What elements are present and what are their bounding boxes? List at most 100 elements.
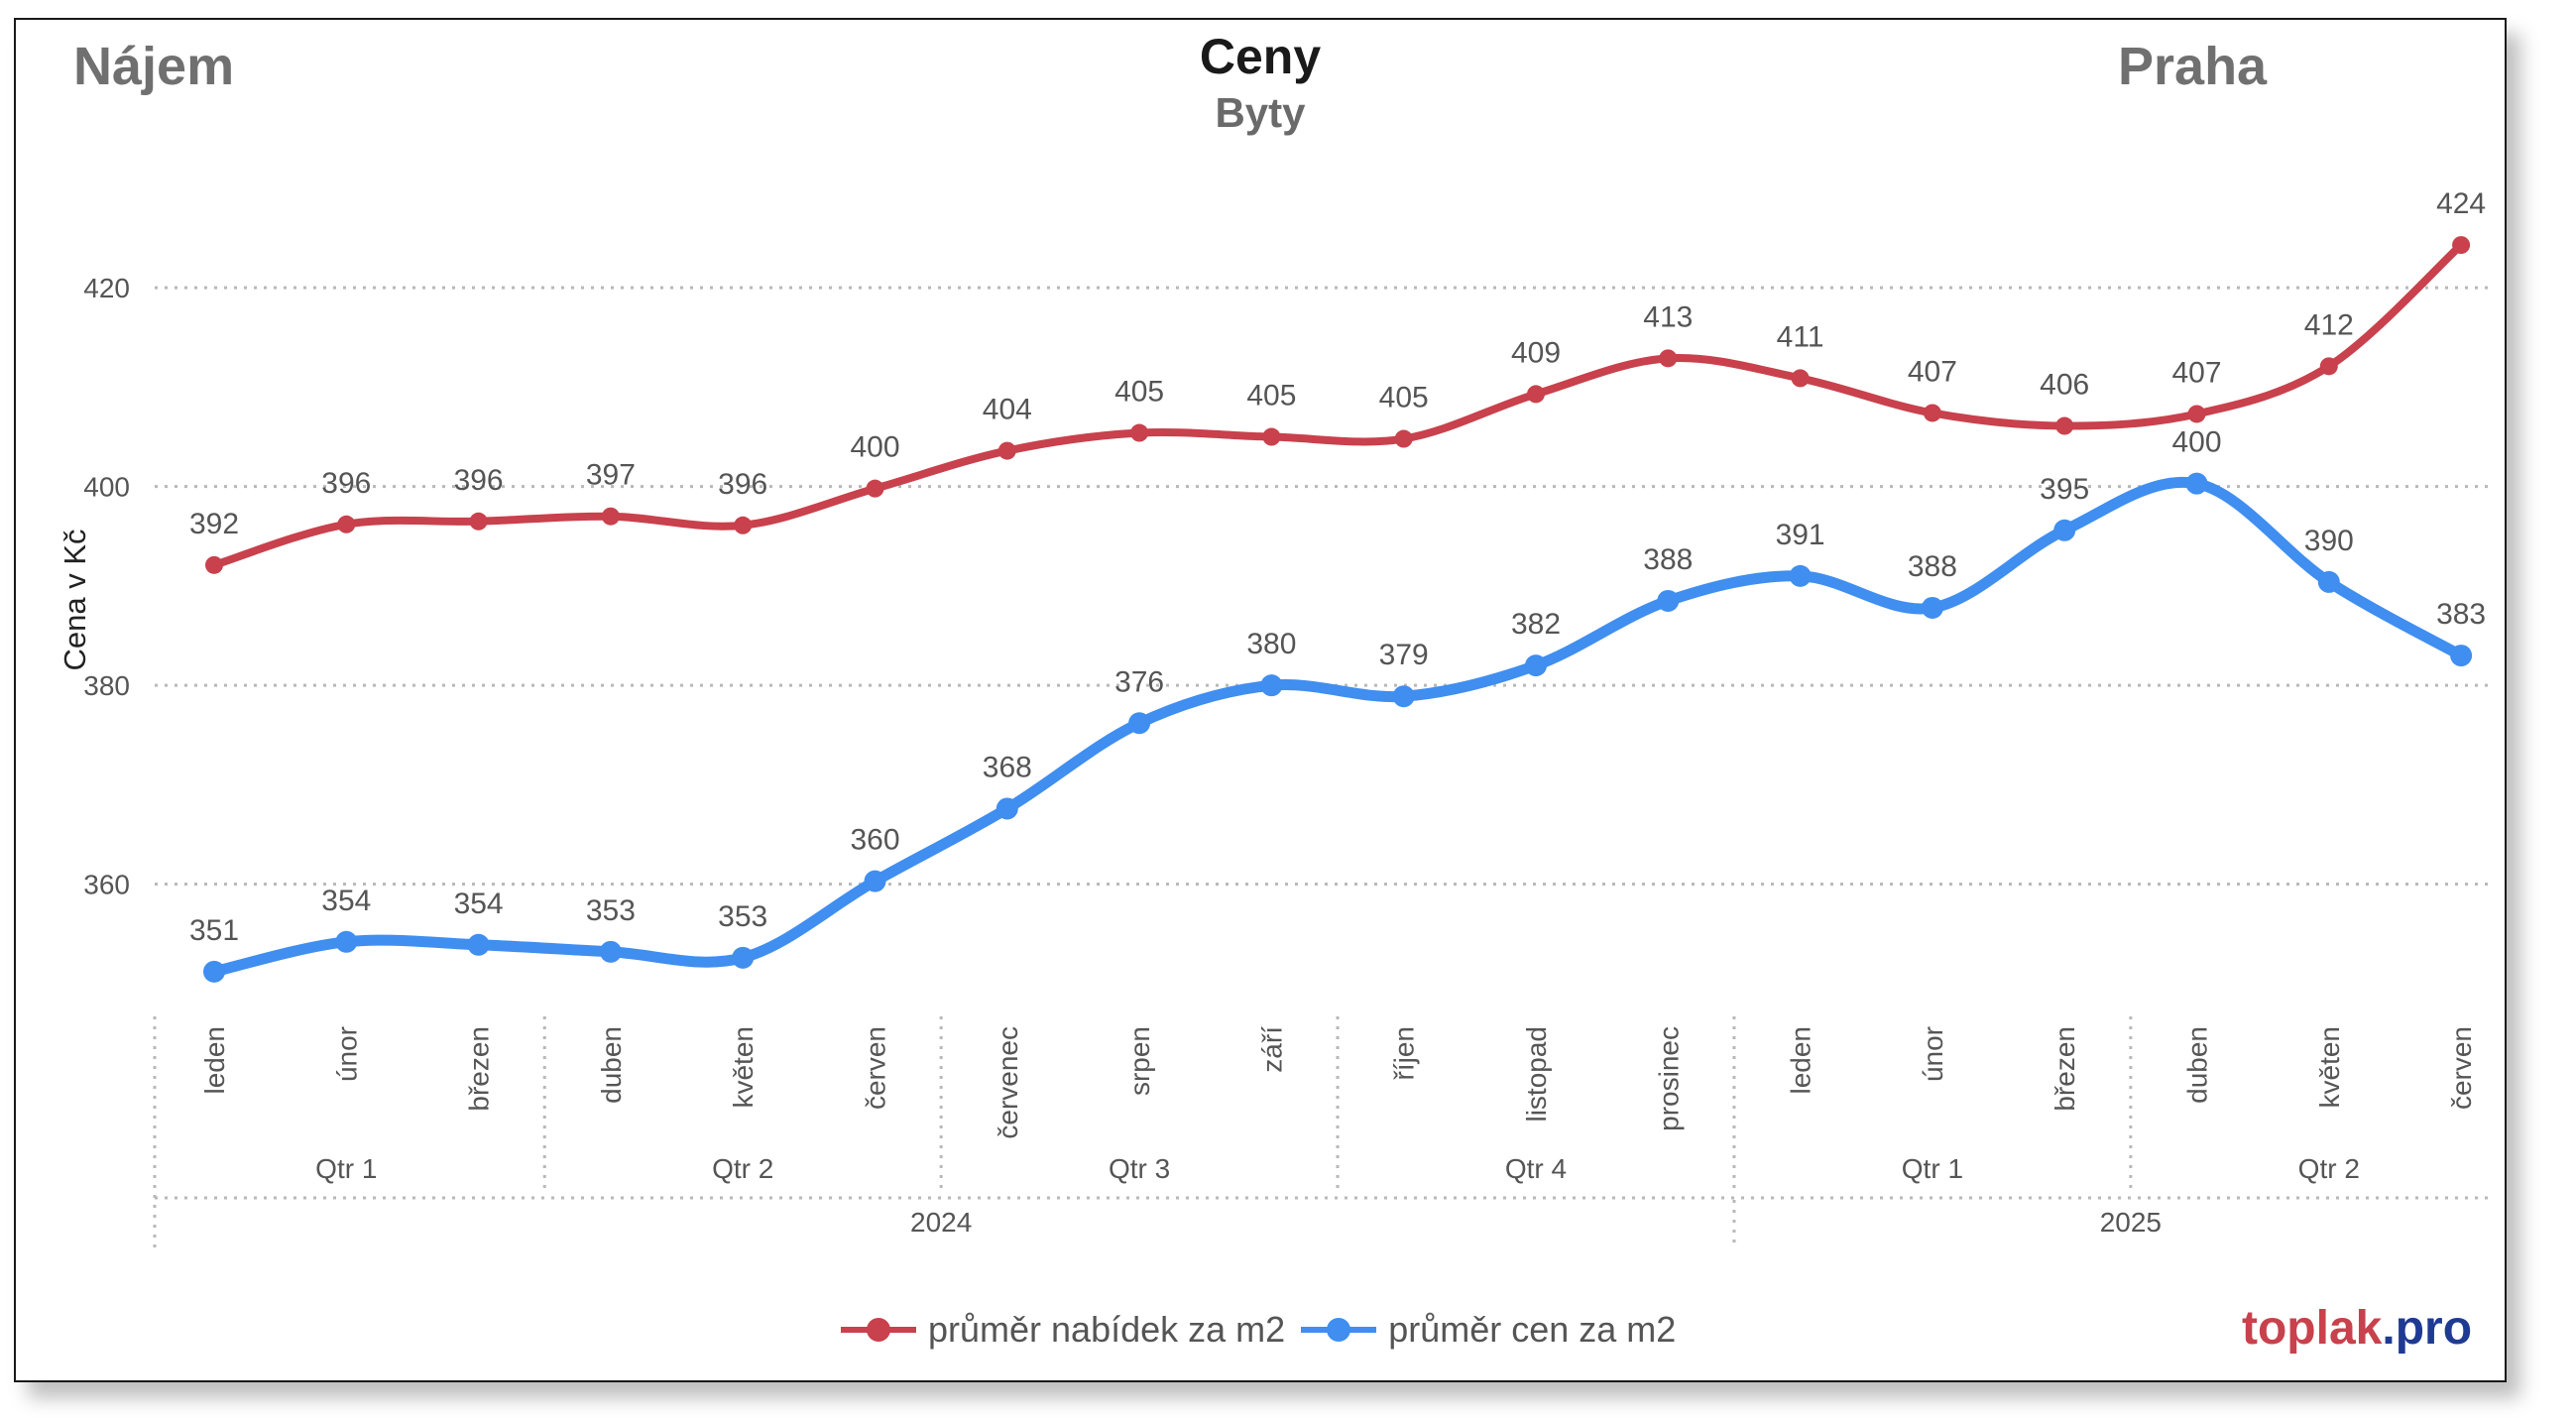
x-tick-label: srpen — [1124, 1026, 1155, 1096]
y-tick-label: 420 — [83, 273, 130, 303]
chart-frame: 360 380 400 420 leden únor březen duben květen če… — [14, 18, 2507, 1382]
data-point-prices — [2450, 645, 2473, 667]
brand-part-2: .pro — [2382, 1302, 2473, 1355]
legend-label-offers: průměr nabídek za m2 — [928, 1309, 1286, 1350]
data-label-offers: 405 — [1379, 382, 1429, 414]
data-point-prices — [1392, 685, 1415, 708]
data-label-offers: 396 — [321, 467, 371, 500]
x-tick-label: březen — [2049, 1026, 2080, 1112]
data-label-offers: 405 — [1246, 380, 1296, 413]
data-point-prices — [1657, 589, 1680, 612]
data-point-offers — [1923, 404, 1941, 422]
x-tick-label: únor — [331, 1026, 362, 1082]
data-point-prices — [2185, 472, 2208, 495]
quarter-label: Qtr 2 — [2298, 1153, 2360, 1184]
data-point-offers — [2452, 236, 2471, 255]
series-line-prices — [208, 476, 2467, 978]
x-tick-label: leden — [1786, 1026, 1816, 1095]
data-point-offers — [734, 516, 753, 534]
data-label-prices: 353 — [586, 894, 636, 927]
data-label-offers: 424 — [2436, 187, 2486, 220]
y-axis-label: Cena v Kč — [58, 529, 92, 671]
data-label-prices: 400 — [2171, 426, 2221, 459]
data-point-offers — [1394, 429, 1413, 448]
data-point-offers — [1130, 423, 1149, 442]
data-label-offers: 396 — [454, 464, 504, 497]
data-label-prices: 353 — [718, 900, 767, 933]
data-point-offers — [601, 507, 620, 526]
data-label-offers: 407 — [1908, 355, 1957, 388]
data-point-prices — [335, 930, 358, 953]
data-label-prices: 376 — [1114, 665, 1164, 698]
chart-subtitle: Byty — [1215, 89, 1306, 136]
data-label-prices: 388 — [1908, 550, 1957, 583]
legend-swatch-prices — [1301, 1318, 1377, 1342]
data-label-offers: 406 — [2040, 369, 2089, 402]
legend-swatch-offers — [841, 1318, 916, 1342]
series-line-offers — [210, 241, 2466, 569]
data-point-offers — [1527, 385, 1545, 404]
data-label-prices: 383 — [2436, 598, 2486, 631]
legend-item-prices[interactable]: průměr cen za m2 — [1299, 1309, 1676, 1351]
legend: průměr nabídek za m2 průměr cen za m2 — [839, 1309, 1690, 1351]
data-point-prices — [1260, 674, 1283, 697]
data-point-prices — [995, 797, 1018, 820]
city-label: Praha — [2118, 37, 2268, 96]
data-point-prices — [467, 933, 490, 956]
data-label-prices: 354 — [321, 885, 371, 917]
data-label-offers: 413 — [1643, 300, 1693, 333]
data-point-prices — [599, 940, 622, 963]
x-tick-label: duben — [596, 1026, 627, 1104]
x-tick-label: prosinec — [1653, 1026, 1684, 1131]
year-label: 2025 — [2100, 1207, 2162, 1238]
quarter-label: Qtr 1 — [1902, 1153, 1963, 1184]
quarter-label: Qtr 2 — [712, 1153, 773, 1184]
y-tick-label: 360 — [83, 870, 130, 900]
data-label-prices: 390 — [2304, 525, 2354, 557]
data-point-prices — [1789, 564, 1812, 587]
measure-label: Nájem — [73, 37, 235, 96]
data-point-prices — [864, 870, 886, 892]
data-label-prices: 354 — [454, 888, 504, 920]
data-point-prices — [732, 946, 755, 969]
data-label-prices: 379 — [1379, 639, 1429, 671]
data-label-offers: 405 — [1114, 376, 1164, 409]
legend-label-prices: průměr cen za m2 — [1388, 1309, 1677, 1350]
quarter-label: Qtr 1 — [315, 1153, 377, 1184]
data-label-prices: 360 — [850, 824, 899, 857]
data-point-prices — [1921, 596, 1943, 619]
legend-item-offers[interactable]: průměr nabídek za m2 — [839, 1309, 1285, 1351]
data-point-offers — [469, 512, 488, 531]
x-tick-label: květen — [728, 1026, 759, 1109]
brand-part-1: toplak — [2242, 1302, 2383, 1355]
quarter-label: Qtr 3 — [1109, 1153, 1170, 1184]
x-tick-label: červen — [861, 1026, 891, 1110]
data-label-offers: 397 — [586, 459, 636, 492]
data-label-offers: 409 — [1511, 336, 1561, 369]
data-label-prices: 388 — [1643, 543, 1693, 576]
data-point-offers — [997, 441, 1016, 460]
data-label-prices: 391 — [1776, 519, 1825, 551]
data-point-prices — [1128, 712, 1151, 735]
data-point-offers — [2187, 405, 2206, 423]
chart-title: Ceny — [1199, 29, 1322, 84]
data-point-prices — [2053, 519, 2076, 541]
x-tick-label: květen — [2314, 1026, 2345, 1109]
data-point-offers — [2319, 357, 2338, 376]
data-point-offers — [1659, 349, 1678, 368]
data-label-offers: 404 — [983, 394, 1032, 426]
data-label-offers: 400 — [850, 431, 899, 464]
data-label-prices: 382 — [1511, 608, 1561, 641]
brand-logo: toplak.pro — [2242, 1301, 2472, 1356]
data-label-prices: 380 — [1246, 628, 1296, 660]
data-label-prices: 368 — [983, 751, 1032, 783]
x-tick-label: únor — [1918, 1026, 1948, 1082]
x-tick-label: červenec — [993, 1026, 1023, 1139]
data-label-prices: 395 — [2040, 473, 2089, 506]
x-tick-label: březen — [464, 1026, 495, 1112]
data-label-offers: 412 — [2304, 308, 2354, 341]
year-label: 2024 — [910, 1207, 972, 1238]
data-point-prices — [203, 960, 225, 983]
x-tick-label: červen — [2446, 1026, 2477, 1110]
x-tick-label: říjen — [1389, 1026, 1420, 1080]
